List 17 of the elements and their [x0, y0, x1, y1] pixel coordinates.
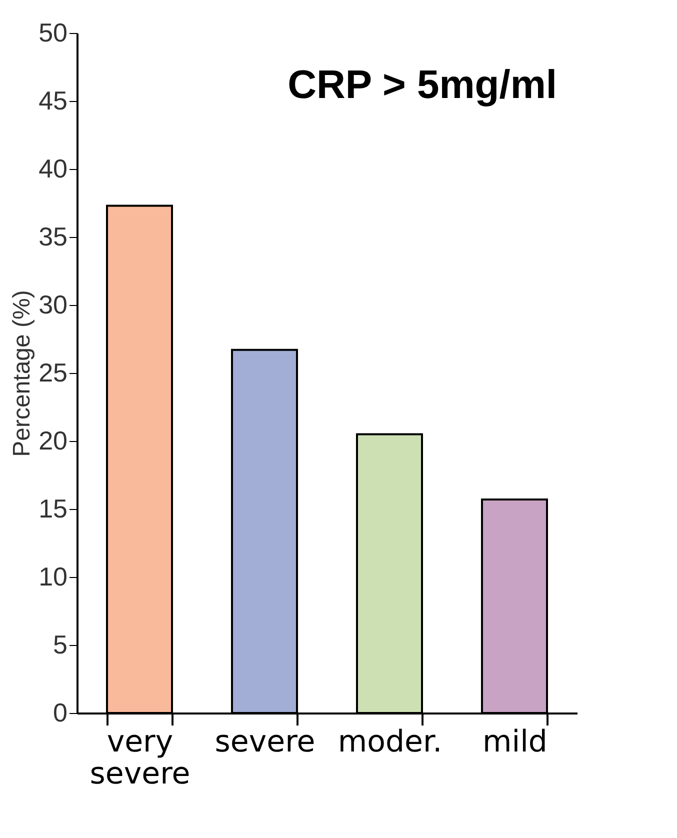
y-tick-label: 0 [53, 698, 68, 728]
y-tick-label: 35 [38, 222, 68, 252]
y-tick-label: 20 [38, 426, 68, 456]
x-tick-label: very severe [90, 724, 190, 792]
y-tick-label: 45 [38, 86, 68, 116]
y-tick-label: 25 [38, 358, 68, 388]
y-tick-label: 10 [38, 562, 68, 592]
x-tick-label: mild [482, 724, 548, 760]
y-tick-label: 30 [38, 290, 68, 320]
y-tick-label: 50 [38, 18, 68, 48]
y-axis-title: Percentage (%) [8, 290, 36, 457]
y-tick-label: 5 [53, 630, 68, 660]
x-tick-label: severe [214, 724, 316, 760]
text: CRP > 5mg/ml [288, 63, 557, 107]
y-tick-label: 40 [38, 154, 68, 184]
x-tick-label: moder. [338, 724, 442, 760]
y-tick-label: 15 [38, 494, 68, 524]
